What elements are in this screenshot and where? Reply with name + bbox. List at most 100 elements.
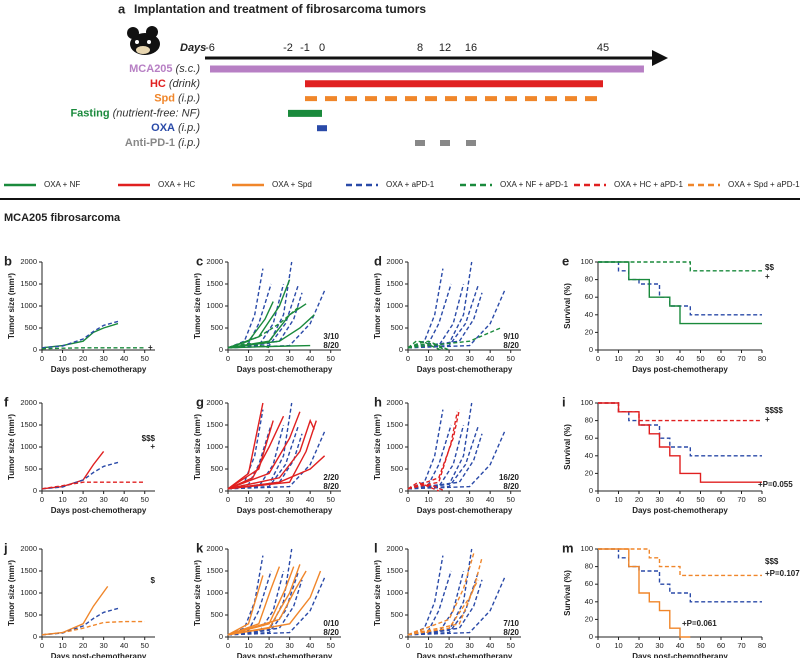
y-tick-label: 2000 <box>386 257 403 266</box>
data-line <box>598 548 762 577</box>
annotation: +P=0.061 <box>682 619 717 628</box>
row-route: (s.c.) <box>176 63 201 75</box>
x-axis-title: Days post-chemotherapy <box>51 652 147 658</box>
y-tick-label: 2000 <box>386 544 403 553</box>
x-tick-label: 60 <box>717 641 725 650</box>
data-line <box>227 579 303 636</box>
y-tick-label: 1000 <box>386 301 403 310</box>
y-tick-label: 1000 <box>206 301 223 310</box>
x-tick-label: 70 <box>737 495 745 504</box>
row-label: Spd (i.p.) <box>154 93 200 105</box>
y-tick-label: 1500 <box>386 420 403 429</box>
x-tick-label: 50 <box>507 641 515 650</box>
row-name: MCA205 <box>129 63 172 75</box>
data-line <box>598 402 762 457</box>
x-tick-label: 20 <box>445 495 453 504</box>
y-tick-label: 500 <box>390 610 403 619</box>
x-tick-label: 10 <box>244 641 252 650</box>
data-line <box>227 420 274 490</box>
annotation: 8/20 <box>503 628 519 637</box>
panel-letter: g <box>196 394 204 409</box>
data-line <box>41 320 119 349</box>
y-tick-label: 80 <box>585 275 593 284</box>
y-axis-title: Tumor size (mm³) <box>373 560 382 626</box>
x-tick-label: 0 <box>596 641 600 650</box>
legend-label: OXA + Spd + aPD-1 <box>728 180 800 189</box>
y-tick-label: 500 <box>24 464 37 473</box>
days-label: Days <box>180 42 206 54</box>
x-tick-label: 40 <box>486 495 494 504</box>
y-tick-label: 100 <box>580 257 593 266</box>
x-tick-label: 20 <box>79 641 87 650</box>
x-tick-label: 40 <box>120 495 128 504</box>
data-line <box>41 481 145 490</box>
x-tick-label: 20 <box>265 495 273 504</box>
data-line <box>227 283 272 349</box>
y-tick-label: 40 <box>585 310 593 319</box>
data-line <box>407 481 440 492</box>
x-tick-label: 40 <box>120 354 128 363</box>
annotation: +P=0.107 <box>765 569 800 578</box>
data-line <box>407 424 452 490</box>
data-line <box>407 409 461 490</box>
x-tick-label: 0 <box>40 641 44 650</box>
annotation: $$$ <box>765 557 779 566</box>
row-route: (i.p.) <box>178 122 200 134</box>
x-tick-label: 30 <box>655 495 663 504</box>
legend-label: OXA + NF <box>44 180 80 189</box>
day-label: 0 <box>319 42 325 54</box>
y-tick-label: 2000 <box>206 257 223 266</box>
y-tick-label: 80 <box>585 416 593 425</box>
y-tick-label: 2000 <box>386 398 403 407</box>
data-line <box>41 607 119 636</box>
day-label: 8 <box>417 42 423 54</box>
x-tick-label: 20 <box>635 641 643 650</box>
y-axis-title: Tumor size (mm³) <box>7 414 16 480</box>
annotation: $$$$ <box>765 406 783 415</box>
x-tick-label: 30 <box>465 641 473 650</box>
y-axis-title: Tumor size (mm³) <box>373 414 382 480</box>
y-tick-label: 0 <box>589 345 593 354</box>
y-tick-label: 500 <box>390 323 403 332</box>
y-axis-title: Tumor size (mm³) <box>193 273 202 339</box>
x-tick-label: 40 <box>676 641 684 650</box>
x-tick-label: 50 <box>327 354 335 363</box>
x-tick-label: 10 <box>614 495 622 504</box>
y-tick-label: 1000 <box>386 442 403 451</box>
data-line <box>407 340 450 351</box>
data-line <box>227 575 264 636</box>
x-tick-label: 40 <box>486 641 494 650</box>
treatment-block <box>466 140 476 146</box>
row-route: (nutrient-free: NF) <box>113 107 201 119</box>
day-label: 45 <box>597 42 609 54</box>
x-axis-title: Days post-chemotherapy <box>51 506 147 515</box>
data-line <box>41 347 145 350</box>
x-tick-label: 30 <box>99 354 107 363</box>
x-tick-label: 30 <box>285 495 293 504</box>
data-line <box>227 279 291 349</box>
y-tick-label: 1500 <box>386 566 403 575</box>
y-tick-label: 20 <box>585 614 593 623</box>
treatment-block <box>440 140 450 146</box>
x-tick-label: 0 <box>596 354 600 363</box>
y-tick-label: 0 <box>33 345 37 354</box>
y-tick-label: 2000 <box>206 398 223 407</box>
x-tick-label: 0 <box>226 354 230 363</box>
data-line <box>41 322 119 349</box>
y-tick-label: 2000 <box>20 257 37 266</box>
x-tick-label: 30 <box>285 641 293 650</box>
y-tick-label: 60 <box>585 433 593 442</box>
data-line <box>407 431 506 490</box>
data-line <box>407 433 483 490</box>
data-line <box>407 283 452 349</box>
day-label: -1 <box>300 42 310 54</box>
y-tick-label: 1000 <box>206 442 223 451</box>
data-line <box>407 283 465 349</box>
data-line <box>227 415 285 490</box>
data-line <box>407 340 442 351</box>
data-line <box>227 342 270 349</box>
y-axis-title: Tumor size (mm³) <box>193 560 202 626</box>
row-name: Fasting <box>70 107 109 119</box>
x-axis-title: Days post-chemotherapy <box>632 652 728 658</box>
annotation: 2/20 <box>323 473 339 482</box>
